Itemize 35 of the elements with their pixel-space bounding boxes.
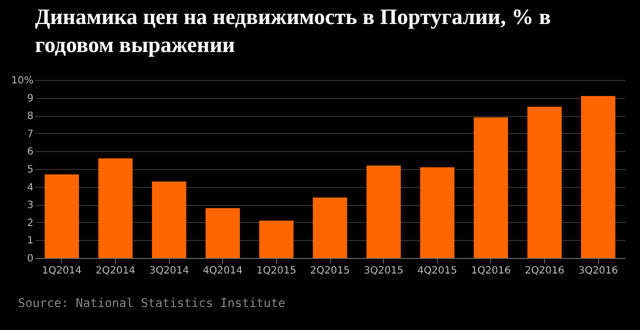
- x-tick-label: 4Q2014: [202, 266, 243, 276]
- y-tick-label: 1: [27, 236, 34, 247]
- x-tick-label: 2Q2016: [524, 266, 564, 276]
- x-tick-label: 3Q2014: [149, 266, 189, 276]
- x-tick-label: 1Q2015: [256, 266, 296, 276]
- y-tick-label: 10%: [11, 76, 34, 86]
- bar: [581, 96, 616, 258]
- y-tick-label: 7: [27, 128, 34, 140]
- bar: [206, 208, 240, 258]
- y-tick-label: 8: [27, 111, 34, 122]
- x-tick-label: 3Q2016: [578, 266, 618, 276]
- y-tick-label: 4: [27, 182, 34, 194]
- bar: [474, 117, 508, 258]
- y-tick-label: 5: [27, 164, 34, 176]
- bar: [98, 158, 133, 258]
- chart-title: Динамика цен на недвижимость в Португалии, % в годовом выражении: [35, 4, 551, 57]
- y-tick-label: 2: [27, 218, 34, 229]
- x-tick-label: 2Q2015: [310, 266, 350, 276]
- bar: [259, 220, 294, 258]
- bar: [420, 167, 454, 258]
- bar: [527, 106, 562, 258]
- x-tick-label: 1Q2014: [42, 266, 82, 276]
- y-tick-label: 9: [27, 93, 34, 104]
- y-tick-label: 0: [27, 254, 34, 264]
- x-tick-label: 3Q2015: [364, 266, 404, 276]
- bar: [44, 174, 79, 258]
- bar: [312, 197, 348, 258]
- x-tick-label: 4Q2015: [417, 266, 458, 276]
- y-tick-label: 3: [27, 200, 34, 212]
- bar: [152, 181, 186, 258]
- source-note: Source: National Statistics Institute: [18, 296, 286, 310]
- x-tick-label: 2Q2014: [96, 266, 136, 276]
- y-tick-label: 6: [27, 146, 34, 158]
- bar: [366, 165, 401, 258]
- x-tick-label: 1Q2016: [471, 266, 511, 276]
